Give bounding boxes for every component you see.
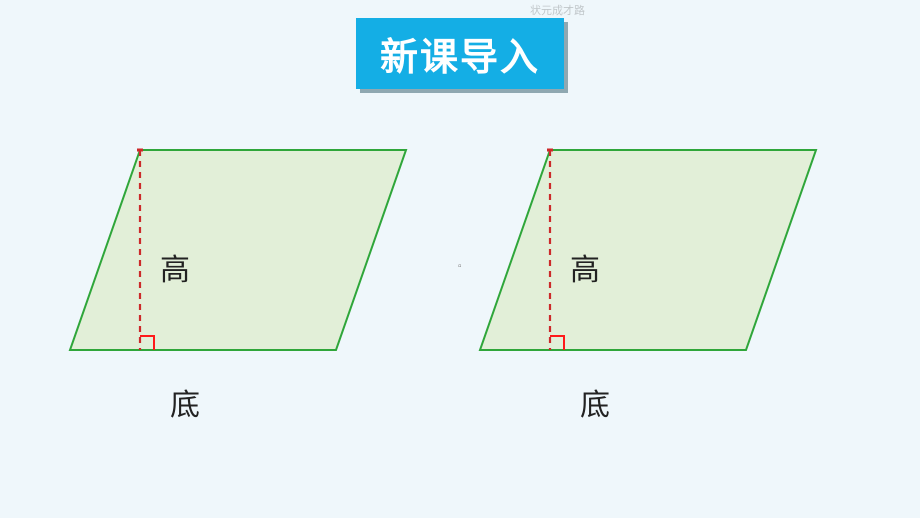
parallelogram-shape [70, 150, 406, 350]
slide-title: 新课导入 [356, 18, 564, 89]
vertex-marker [547, 149, 553, 152]
slide-stage: 状元成才路 新课导入 ▫ 高 底 高 底 [0, 0, 920, 518]
label-base-left: 底 [170, 380, 200, 424]
label-base-right: 底 [580, 380, 610, 424]
vertex-marker [137, 149, 143, 152]
label-height-left: 高 [160, 245, 190, 289]
parallelogram-left [66, 146, 410, 354]
watermark-text: 状元成才路 [530, 2, 585, 18]
label-height-right: 高 [570, 245, 600, 289]
parallelogram-right [476, 146, 820, 354]
center-marker: ▫ [458, 261, 462, 272]
parallelogram-shape [480, 150, 816, 350]
